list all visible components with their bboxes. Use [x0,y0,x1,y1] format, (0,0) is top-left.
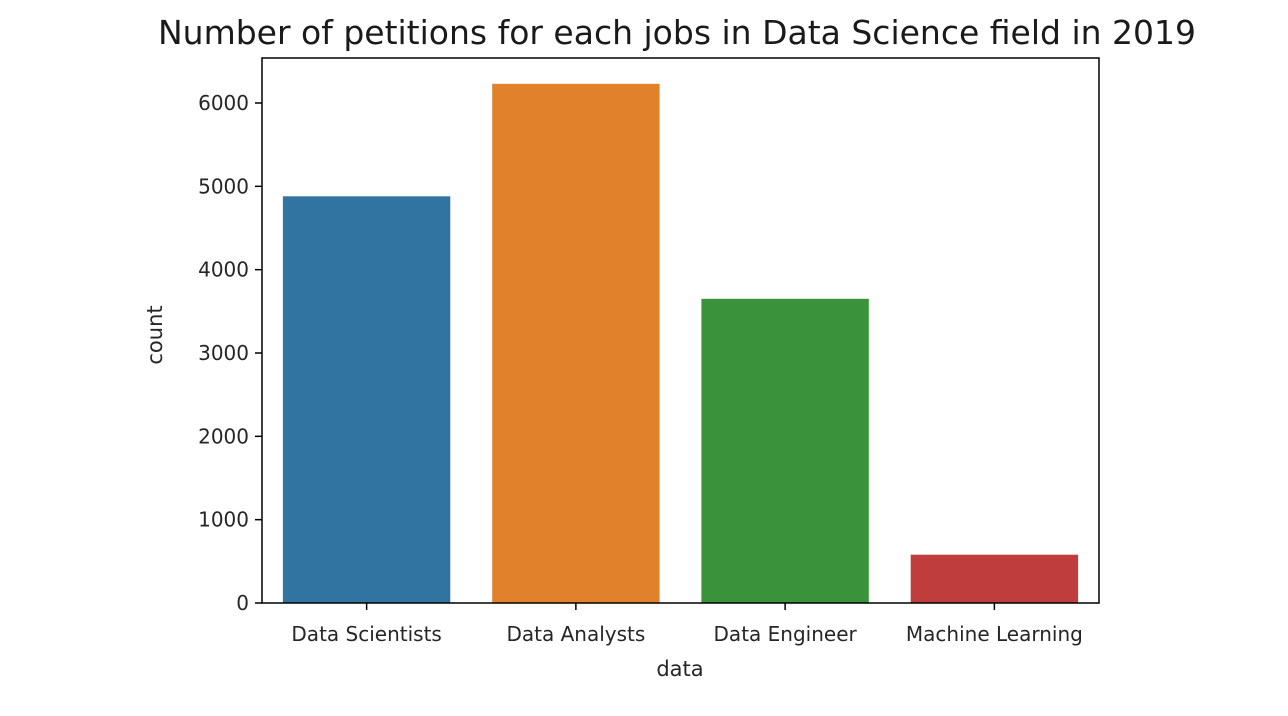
y-tick-label: 0 [236,591,249,615]
bar-data-engineer [701,298,869,603]
x-tick-label: Data Scientists [291,622,441,646]
x-axis-label: data [656,657,703,681]
bar-machine-learning [910,554,1079,603]
bar-data-analysts [492,83,660,604]
x-tick-label: Machine Learning [906,622,1083,646]
x-tick-label: Data Analysts [506,622,645,646]
y-tick-label: 3000 [198,341,249,365]
plot-frame [261,57,1100,604]
bar-data-scientists [282,196,451,604]
y-tick-label: 2000 [198,424,249,448]
y-tick-label: 4000 [198,258,249,282]
y-tick-label: 6000 [198,91,249,115]
bars-layer [282,83,1079,604]
x-tick-label: Data Engineer [714,622,858,646]
chart-title: Number of petitions for each jobs in Dat… [158,13,1196,52]
y-tick-label: 5000 [198,174,249,198]
axes-layer: Data Scientists Data Analysts Data Enginee… [198,91,1083,646]
y-axis-label: count [143,305,167,364]
y-tick-label: 1000 [198,508,249,532]
